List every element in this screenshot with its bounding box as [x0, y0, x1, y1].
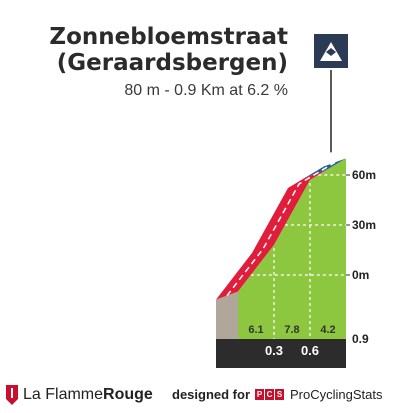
flame-logo-icon — [6, 385, 18, 405]
brand-text-rouge: Rouge — [103, 386, 153, 403]
gradient-label-1: 6.1 — [248, 324, 263, 336]
procyclingstats-name: ProCyclingStats — [290, 387, 383, 402]
km-end-label: 0.9 — [352, 332, 369, 346]
y-tick-label-60m: 60m — [352, 168, 376, 182]
climb-stats: 80 m - 0.9 Km at 6.2 % — [124, 82, 288, 99]
ridge-band-1 — [216, 169, 328, 300]
km-label-0.3: 0.3 — [265, 343, 283, 358]
gradient-label-3: 4.2 — [320, 324, 335, 336]
km-label-0.6: 0.6 — [301, 343, 319, 358]
climb-title-line1: Zonnebloemstraat — [49, 24, 288, 50]
profile-base-band — [216, 339, 346, 368]
brand-text-la-flamme: La Flamme — [23, 386, 104, 403]
designed-for-text: designed for — [172, 387, 251, 402]
profile-side-face — [216, 291, 238, 339]
pcs-logo-letter-p: P — [255, 389, 265, 400]
elevation-profile-chart: 0m 30m 60m 6.1 7.8 4.2 0.3 0.6 0.9 — [216, 34, 376, 368]
gradient-segment-3 — [310, 158, 346, 339]
ridge-dashed-line — [226, 161, 336, 297]
climb-title-line2: (Geraardsbergen) — [56, 50, 288, 76]
gradient-segment-1 — [238, 245, 274, 339]
designed-for-credit: designed for P C S ProCyclingStats — [172, 387, 383, 402]
la-flamme-rouge-brand: La Flamme Rouge — [6, 385, 153, 405]
pcs-logo-icon: P C S — [255, 389, 285, 400]
mountain-summit-icon — [314, 34, 348, 68]
y-tick-label-30m: 30m — [352, 218, 376, 232]
gradient-label-2: 7.8 — [284, 324, 299, 336]
pcs-logo-letter-c: C — [265, 389, 275, 400]
y-tick-label-0m: 0m — [352, 268, 369, 282]
footer: La Flamme Rouge designed for P C S ProCyc… — [0, 383, 405, 411]
gradient-segment-2 — [274, 180, 310, 339]
pcs-logo-letter-s: S — [275, 389, 285, 400]
climb-header: Zonnebloemstraat (Geraardsbergen) 80 m -… — [0, 24, 288, 100]
